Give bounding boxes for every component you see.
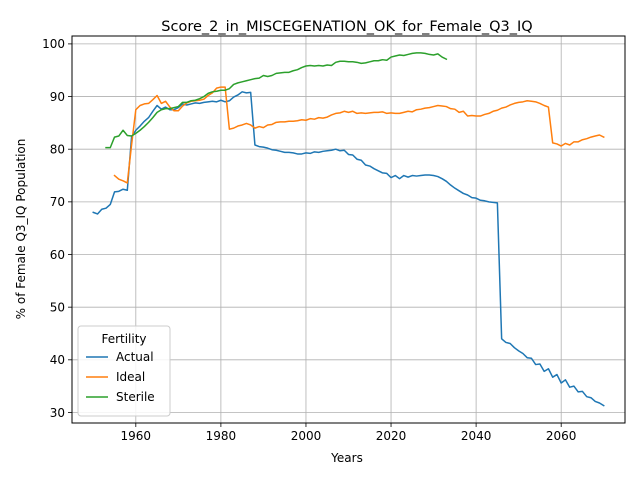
legend-label-actual: Actual: [116, 350, 154, 364]
series-line-actual: [92, 91, 605, 407]
x-tick-label: 2040: [461, 429, 492, 443]
legend: Fertility Actual Ideal Sterile: [77, 325, 171, 417]
plot-frame: [71, 35, 626, 424]
legend-box: [77, 325, 171, 417]
y-tick-label: 90: [50, 90, 65, 104]
x-tick-label: 1960: [121, 429, 152, 443]
axes: 1960 1980 2000 2020 2040 2060 30 40 50 60 70 80 90 10…: [42, 37, 576, 443]
x-tick-label: 2060: [546, 429, 577, 443]
y-tick-label: 30: [50, 406, 65, 420]
x-axis-label: Years: [330, 451, 363, 465]
y-tick-label: 80: [50, 143, 65, 157]
chart-title: Score_2_in_MISCEGENATION_OK_for_Female_Q…: [161, 19, 532, 35]
y-tick-label: 100: [42, 37, 65, 51]
legend-label-sterile: Sterile: [116, 390, 155, 404]
series-layer: [92, 52, 605, 407]
y-tick-label: 60: [50, 248, 65, 262]
x-tick-label: 2000: [291, 429, 322, 443]
legend-title: Fertility: [101, 332, 146, 346]
x-tick-label: 2020: [376, 429, 407, 443]
y-tick-label: 50: [50, 300, 65, 314]
y-tick-label: 40: [50, 353, 65, 367]
legend-label-ideal: Ideal: [116, 370, 145, 384]
y-axis-label: % of Female Q3_IQ Population: [14, 139, 28, 320]
x-tick-label: 1980: [206, 429, 237, 443]
series-line-sterile: [105, 52, 448, 149]
y-tick-label: 70: [50, 195, 65, 209]
legend-items: Actual Ideal Sterile: [86, 350, 155, 404]
